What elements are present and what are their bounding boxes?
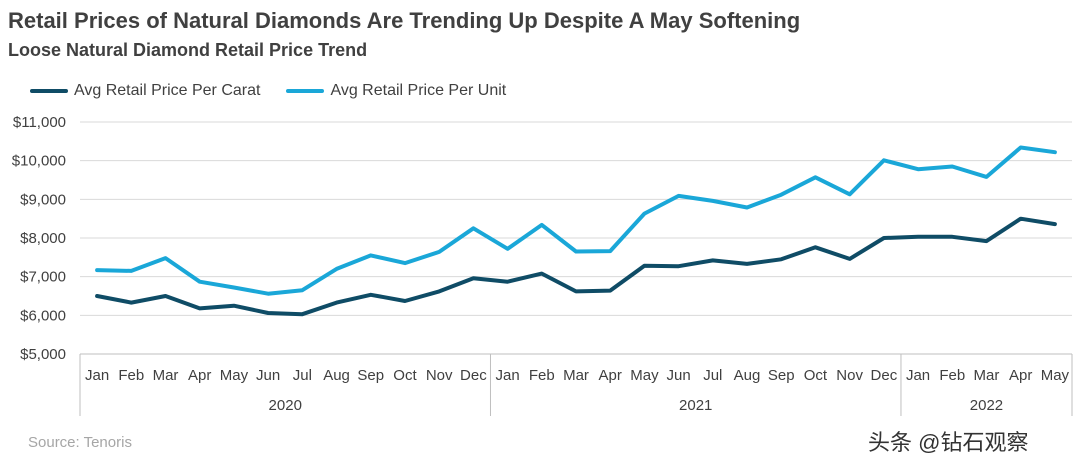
x-tick-label: Jan <box>495 367 519 384</box>
x-tick-label: Apr <box>1009 367 1032 384</box>
x-tick-label: May <box>220 367 249 384</box>
x-tick-label: May <box>1041 367 1070 384</box>
chart-subtitle: Loose Natural Diamond Retail Price Trend <box>8 40 368 60</box>
legend: Avg Retail Price Per Carat Avg Retail Pr… <box>30 82 532 100</box>
series-line-per-unit <box>95 145 1057 296</box>
y-tick-label: $7,000 <box>20 269 66 286</box>
x-group-label: 2022 <box>970 397 1003 414</box>
y-tick-label: $8,000 <box>20 230 66 247</box>
chart-title: Retail Prices of Natural Diamonds Are Tr… <box>8 8 801 33</box>
x-group-label: 2021 <box>679 397 712 414</box>
x-tick-label: May <box>630 367 659 384</box>
legend-item-per-unit: Avg Retail Price Per Unit <box>286 82 506 100</box>
y-tick-label: $10,000 <box>12 153 66 170</box>
x-tick-label: Dec <box>460 367 487 384</box>
x-tick-label: Nov <box>426 367 453 384</box>
y-tick-label: $9,000 <box>20 191 66 208</box>
x-tick-label: Jan <box>85 367 109 384</box>
series-line-per-carat <box>95 216 1057 317</box>
y-tick-label: $6,000 <box>20 307 66 324</box>
x-tick-label: Sep <box>768 367 795 384</box>
x-tick-label: Jun <box>256 367 280 384</box>
x-tick-label: Sep <box>357 367 384 384</box>
watermark: 头条 @钻石观察 <box>868 430 1029 455</box>
x-tick-label: Aug <box>734 367 761 384</box>
y-tick-label: $11,000 <box>13 114 66 131</box>
x-tick-label: Jul <box>703 367 722 384</box>
legend-item-per-carat: Avg Retail Price Per Carat <box>30 82 260 100</box>
x-tick-label: Mar <box>563 367 589 384</box>
x-tick-label: Feb <box>529 367 555 384</box>
x-tick-label: Aug <box>323 367 350 384</box>
x-tick-label: Apr <box>188 367 211 384</box>
x-tick-label: Mar <box>974 367 1000 384</box>
x-tick-label: Mar <box>153 367 179 384</box>
x-tick-label: Jan <box>906 367 930 384</box>
x-group-label: 2020 <box>269 397 302 414</box>
x-tick-label: Feb <box>939 367 965 384</box>
x-tick-label: Nov <box>836 367 863 384</box>
x-tick-label: Jul <box>293 367 312 384</box>
legend-label-per-carat: Avg Retail Price Per Carat <box>74 82 261 99</box>
x-tick-label: Oct <box>804 367 828 384</box>
x-tick-label: Apr <box>599 367 622 384</box>
x-tick-label: Feb <box>118 367 144 384</box>
legend-label-per-unit: Avg Retail Price Per Unit <box>330 82 507 99</box>
x-tick-label: Oct <box>393 367 417 384</box>
legend-swatch-per-unit <box>286 89 325 93</box>
x-tick-label: Jun <box>667 367 691 384</box>
legend-swatch-per-carat <box>30 89 68 93</box>
source-note: Source: Tenoris <box>28 434 132 451</box>
x-tick-label: Dec <box>871 367 898 384</box>
y-tick-label: $5,000 <box>20 346 66 363</box>
